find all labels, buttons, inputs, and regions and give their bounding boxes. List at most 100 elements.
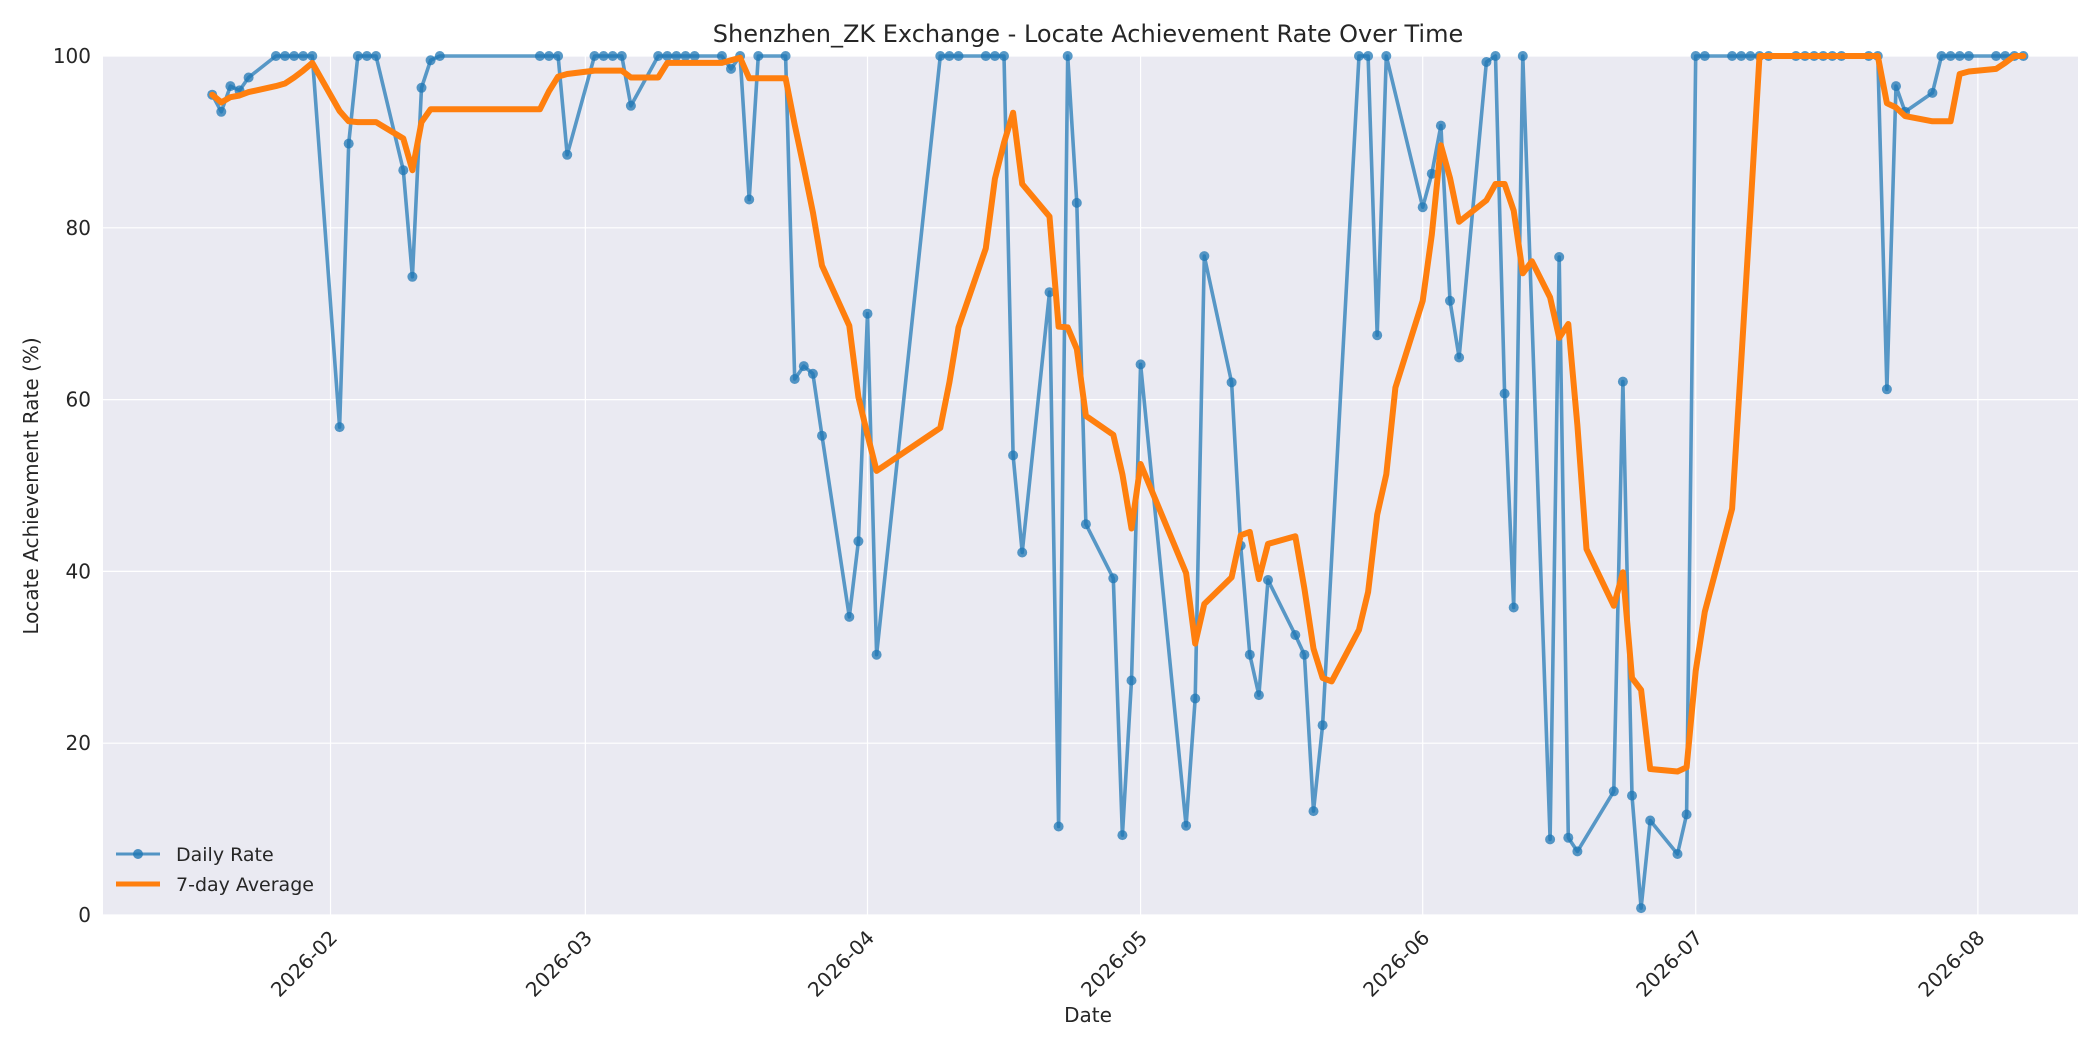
daily-rate-point [1053,821,1064,832]
daily-rate-point [1226,377,1237,388]
daily-rate-point [1244,649,1255,660]
daily-rate-point [1490,51,1501,61]
daily-rate-point [1891,81,1901,92]
seven-day-average-line [209,53,2027,775]
daily-rate-point [798,361,809,372]
daily-rate-point [1927,87,1938,98]
daily-rate-point [1308,806,1319,817]
daily-rate-point [589,51,600,61]
daily-rate-point [1881,384,1892,395]
daily-rate-point [1044,287,1055,298]
legend-daily-marker [133,849,143,859]
legend: Daily Rate 7-day Average [116,844,314,896]
daily-rate-point [1572,846,1583,857]
daily-rate-point [1426,168,1437,179]
y-tick-label: 40 [66,559,91,583]
daily-rate-point [216,106,227,117]
plot-area [103,56,2078,915]
y-tick-label: 60 [66,388,91,412]
daily-rate-point [1290,630,1301,640]
daily-rate-point [1945,51,1956,61]
daily-rate-point [1727,51,1738,61]
daily-rate-point [789,374,800,384]
daily-rate-point [307,51,318,61]
daily-rate-point [1636,903,1647,914]
daily-rate-point [562,149,573,160]
daily-rate-point [853,536,864,547]
daily-rate-point [243,72,254,83]
x-axis-label: Date [1064,1003,1112,1027]
daily-rate-point [980,51,991,61]
daily-rate-point [1117,830,1128,841]
y-tick-label: 80 [66,216,91,240]
daily-rate-point [1508,602,1519,613]
daily-rate-point [425,55,436,66]
daily-rate-point [270,51,281,61]
daily-rate-point [1736,51,1747,61]
daily-rate-point [1445,295,1455,306]
daily-rate-point [416,82,427,93]
daily-rate-point [1417,202,1428,213]
daily-rate-point [1745,51,1756,61]
daily-rate-point [944,51,955,61]
daily-rate-point [1071,197,1082,208]
daily-rate-point [1672,849,1683,859]
daily-rate-point [625,100,636,111]
daily-rate-point [671,51,682,61]
daily-rate-point [1135,359,1146,370]
daily-rate-point [1617,376,1628,387]
daily-rate-point [334,422,345,433]
daily-rate-point [434,51,445,61]
daily-rate-point [871,649,882,660]
daily-rate-point [1481,57,1492,67]
daily-rate-point [1199,251,1210,262]
daily-rate-point [1991,51,2002,61]
daily-rate-point [1017,547,1028,558]
daily-rate-point [1181,820,1192,831]
daily-rate-point [361,51,372,61]
daily-rate-point [662,51,673,61]
daily-rate-point [1354,51,1364,61]
daily-rate-point [999,51,1009,61]
daily-rate-point [1263,575,1273,585]
daily-rate-point [1108,573,1119,584]
daily-rate-point [1080,519,1091,530]
daily-rate-point [1517,51,1528,61]
daily-rate-point [1681,809,1692,820]
daily-rate-point [1454,352,1465,363]
daily-rate-point [1699,51,1710,61]
daily-rate-point [680,51,691,61]
daily-rate-point [371,51,381,61]
daily-rate-point [1363,51,1374,61]
daily-rate-point [1372,330,1383,341]
daily-rate-point [553,51,564,61]
daily-rate-point [298,51,309,61]
daily-rate-point [953,51,964,61]
daily-rate-point [280,51,290,61]
daily-rate-point [1253,690,1264,701]
chart-title: Shenzhen_ZK Exchange - Locate Achievemen… [713,20,1464,48]
daily-rate-point [653,51,664,61]
daily-rate-point [780,51,791,61]
daily-rate-point [744,194,755,205]
daily-rate-point [1190,693,1201,704]
daily-rate-point [534,51,545,61]
daily-rate-point [225,81,236,92]
daily-rate-point [616,51,627,61]
daily-rate-point [1963,51,1974,61]
grid [103,55,2078,916]
daily-rate-point [1381,51,1392,61]
daily-rate-point [753,51,764,61]
y-axis-label: Locate Achievement Rate (%) [19,337,43,634]
daily-rate-point [544,51,554,61]
y-tick-label: 100 [53,44,91,68]
daily-rate-point [1317,720,1328,731]
daily-rate-point [1062,51,1073,61]
y-tick-label: 0 [78,903,91,927]
daily-rate-point [844,611,855,622]
daily-rate-point [689,51,700,61]
daily-rate-point [1554,252,1565,262]
daily-rate-point [1563,832,1574,843]
daily-rate-point [407,271,418,282]
